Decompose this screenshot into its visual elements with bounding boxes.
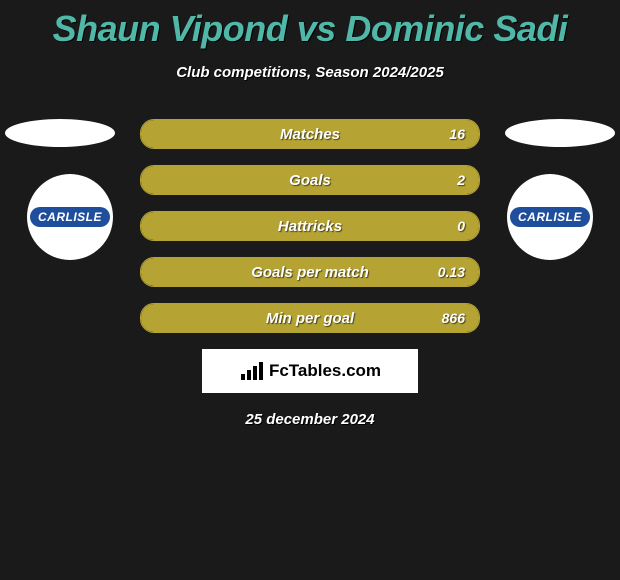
stat-label: Hattricks [141, 212, 479, 240]
branding-text: FcTables.com [269, 361, 381, 381]
stat-label: Min per goal [141, 304, 479, 332]
stat-value-right: 16 [449, 120, 465, 148]
stat-value-right: 2 [457, 166, 465, 194]
content-area: CARLISLE CARLISLE Matches 16 Goals 2 Hat… [0, 119, 620, 428]
stat-row: Goals 2 [140, 165, 480, 195]
stat-value-right: 866 [442, 304, 465, 332]
date-text: 25 december 2024 [0, 411, 620, 428]
player-avatar-right [505, 119, 615, 147]
stat-value-right: 0.13 [438, 258, 465, 286]
player-avatar-left [5, 119, 115, 147]
stat-label: Goals per match [141, 258, 479, 286]
subtitle: Club competitions, Season 2024/2025 [0, 64, 620, 81]
stats-table: Matches 16 Goals 2 Hattricks 0 Goals per… [140, 119, 480, 333]
club-label-right: CARLISLE [510, 207, 590, 227]
club-badge-right: CARLISLE [507, 174, 593, 260]
page-title: Shaun Vipond vs Dominic Sadi [0, 0, 620, 50]
club-label-left: CARLISLE [30, 207, 110, 227]
stat-row: Goals per match 0.13 [140, 257, 480, 287]
stat-label: Goals [141, 166, 479, 194]
bar-chart-icon [239, 360, 265, 382]
stat-row: Min per goal 866 [140, 303, 480, 333]
club-badge-left: CARLISLE [27, 174, 113, 260]
stat-value-right: 0 [457, 212, 465, 240]
stat-label: Matches [141, 120, 479, 148]
container: Shaun Vipond vs Dominic Sadi Club compet… [0, 0, 620, 580]
stat-row: Hattricks 0 [140, 211, 480, 241]
branding-box[interactable]: FcTables.com [202, 349, 418, 393]
stat-row: Matches 16 [140, 119, 480, 149]
